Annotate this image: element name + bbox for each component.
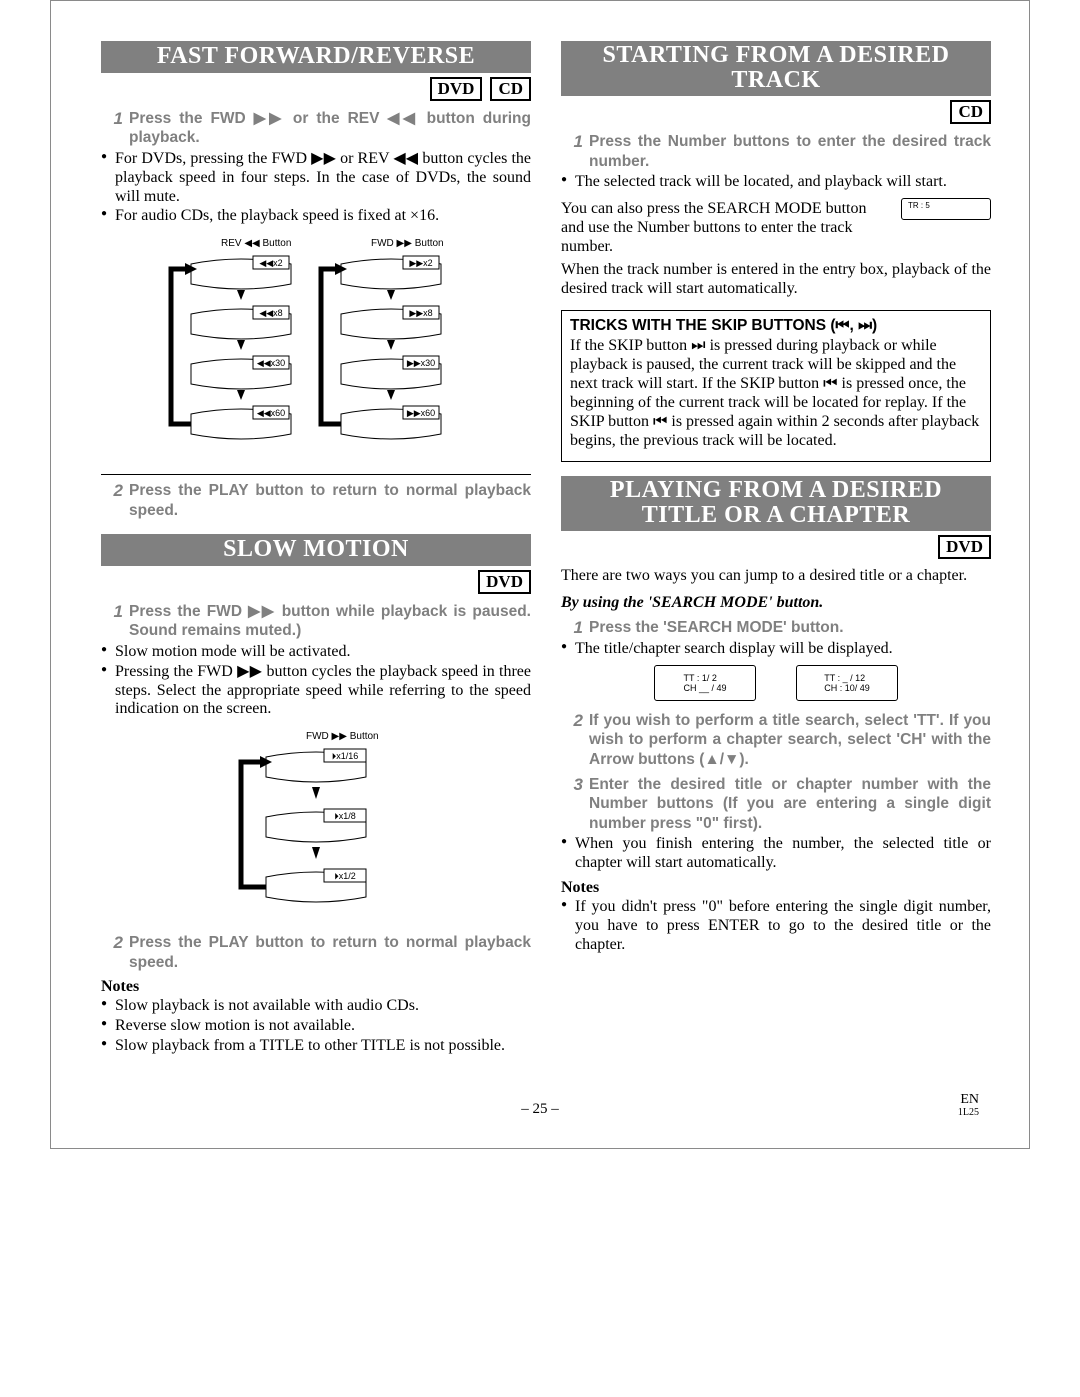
track-display: TR : 5 xyxy=(901,198,991,220)
step-1: 1 Press the 'SEARCH MODE' button. xyxy=(561,618,991,638)
notes-list: Slow playback is not available with audi… xyxy=(101,997,531,1056)
step-instruction: If you wish to perform a title search, s… xyxy=(589,711,991,769)
step-1: 1 Press the FWD ▶▶ button while playback… xyxy=(101,602,531,641)
speed-cycle-diagram: REV ◀◀ Button FWD ▶▶ Button ◀◀x2 ◀◀x8 xyxy=(151,234,481,464)
svg-text:▶▶x8: ▶▶x8 xyxy=(409,308,432,318)
badge-dvd: DVD xyxy=(478,570,531,594)
disc-badges: DVD CD xyxy=(101,77,531,101)
bullet-list: When you finish entering the number, the… xyxy=(561,835,991,873)
badge-dvd: DVD xyxy=(430,77,483,101)
step-2: 2 Press the PLAY button to return to nor… xyxy=(101,933,531,972)
badge-cd: CD xyxy=(490,77,531,101)
note-item: If you didn't press "0" before entering … xyxy=(561,898,991,955)
step-instruction: Press the Number buttons to enter the de… xyxy=(589,132,991,171)
bullet-item: Pressing the FWD ▶▶ button cycles the pl… xyxy=(101,663,531,720)
svg-text:▶▶x2: ▶▶x2 xyxy=(409,258,432,268)
search-displays: TT : 1/ 2 CH __ / 49 TT : _ / 12 CH : 10… xyxy=(561,665,991,701)
svg-text:◀◀x2: ◀◀x2 xyxy=(259,258,282,268)
step-number: 1 xyxy=(561,618,589,638)
notes-list: If you didn't press "0" before entering … xyxy=(561,898,991,955)
notes-heading: Notes xyxy=(101,978,531,996)
badge-cd: CD xyxy=(950,100,991,124)
badge-dvd: DVD xyxy=(938,535,991,559)
section-title-desired-title: PLAYING FROM A DESIRED TITLE OR A CHAPTE… xyxy=(561,476,991,531)
svg-text:◀◀x30: ◀◀x30 xyxy=(257,358,285,368)
step-number: 2 xyxy=(561,711,589,769)
svg-text:FWD ▶▶ Button: FWD ▶▶ Button xyxy=(371,238,444,249)
svg-text:REV ◀◀ Button: REV ◀◀ Button xyxy=(221,238,291,249)
bullet-list: For DVDs, pressing the FWD ▶▶ or REV ◀◀ … xyxy=(101,150,531,227)
section-title-fast-forward: FAST FORWARD/REVERSE xyxy=(101,41,531,73)
note-item: Slow playback from a TITLE to other TITL… xyxy=(101,1037,531,1056)
step-instruction: Press the PLAY button to return to norma… xyxy=(129,481,531,520)
step-2: 2 Press the PLAY button to return to nor… xyxy=(101,481,531,520)
notes-heading: Notes xyxy=(561,879,991,897)
section-title-desired-track: STARTING FROM A DESIRED TRACK xyxy=(561,41,991,96)
svg-text:▶▶x30: ▶▶x30 xyxy=(407,358,435,368)
svg-text:⏵x1/2: ⏵x1/2 xyxy=(334,871,356,881)
step-3: 3 Enter the desired title or chapter num… xyxy=(561,775,991,833)
bullet-item: The title/chapter search display will be… xyxy=(561,640,991,659)
step-2: 2 If you wish to perform a title search,… xyxy=(561,711,991,769)
disc-badges: DVD xyxy=(101,570,531,594)
bullet-list: The selected track will be located, and … xyxy=(561,173,991,192)
disc-badges: CD xyxy=(561,100,991,124)
slow-motion-diagram: FWD ▶▶ Button ⏵x1/16 ⏵x1/8 ⏵x1/2 xyxy=(216,727,416,927)
paragraph: There are two ways you can jump to a des… xyxy=(561,567,991,586)
manual-page: FAST FORWARD/REVERSE DVD CD 1 Press the … xyxy=(50,0,1030,1149)
bullet-item: The selected track will be located, and … xyxy=(561,173,991,192)
svg-text:◀◀x60: ◀◀x60 xyxy=(257,408,285,418)
title-line: STARTING FROM A DESIRED xyxy=(561,43,991,68)
footer-code: 1L25 xyxy=(859,1107,979,1118)
left-column: FAST FORWARD/REVERSE DVD CD 1 Press the … xyxy=(101,41,531,1062)
right-column: STARTING FROM A DESIRED TRACK CD 1 Press… xyxy=(561,41,991,1062)
title-line: PLAYING FROM A DESIRED xyxy=(561,478,991,503)
two-column-layout: FAST FORWARD/REVERSE DVD CD 1 Press the … xyxy=(101,41,979,1062)
bullet-item: For audio CDs, the playback speed is fix… xyxy=(101,207,531,226)
paragraph: When the track number is entered in the … xyxy=(561,261,991,299)
step-instruction: Press the FWD ▶▶ button while playback i… xyxy=(129,602,531,641)
disc-badges: DVD xyxy=(561,535,991,559)
tricks-body: If the SKIP button ⏭ is pressed during p… xyxy=(570,337,982,450)
footer-lang: EN xyxy=(859,1092,979,1107)
step-instruction: Press the 'SEARCH MODE' button. xyxy=(589,618,991,638)
step-1: 1 Press the Number buttons to enter the … xyxy=(561,132,991,171)
svg-text:▶▶x60: ▶▶x60 xyxy=(407,408,435,418)
page-footer: – 25 – EN 1L25 xyxy=(101,1092,979,1118)
svg-text:⏵x1/16: ⏵x1/16 xyxy=(332,751,359,761)
title-line: TITLE OR A CHAPTER xyxy=(561,503,991,528)
step-1: 1 Press the FWD ▶▶ or the REV ◀◀ button … xyxy=(101,109,531,148)
note-item: Reverse slow motion is not available. xyxy=(101,1017,531,1036)
subheading: By using the 'SEARCH MODE' button. xyxy=(561,594,991,612)
search-display-2: TT : _ / 12 CH : 10/ 49 xyxy=(796,665,898,701)
section-title-slow-motion: SLOW MOTION xyxy=(101,534,531,566)
bullet-item: Slow motion mode will be activated. xyxy=(101,643,531,662)
title-line: TRACK xyxy=(561,68,991,93)
step-instruction: Enter the desired title or chapter numbe… xyxy=(589,775,991,833)
divider xyxy=(101,474,531,475)
svg-text:◀◀x8: ◀◀x8 xyxy=(259,308,282,318)
search-display-1: TT : 1/ 2 CH __ / 49 xyxy=(654,665,756,701)
step-number: 1 xyxy=(101,109,129,148)
page-number: – 25 – xyxy=(221,1101,859,1118)
tricks-box: TRICKS WITH THE SKIP BUTTONS (⏮, ⏭) If t… xyxy=(561,310,991,461)
step-instruction: Press the FWD ▶▶ or the REV ◀◀ button du… xyxy=(129,109,531,148)
step-number: 3 xyxy=(561,775,589,833)
step-number: 1 xyxy=(101,602,129,641)
svg-text:⏵x1/8: ⏵x1/8 xyxy=(334,811,356,821)
svg-text:FWD ▶▶ Button: FWD ▶▶ Button xyxy=(306,731,379,742)
step-number: 2 xyxy=(101,481,129,520)
bullet-item: For DVDs, pressing the FWD ▶▶ or REV ◀◀ … xyxy=(101,150,531,207)
tricks-title: TRICKS WITH THE SKIP BUTTONS (⏮, ⏭) xyxy=(570,317,982,335)
bullet-list: Slow motion mode will be activated. Pres… xyxy=(101,643,531,720)
bullet-list: The title/chapter search display will be… xyxy=(561,640,991,659)
bullet-item: When you finish entering the number, the… xyxy=(561,835,991,873)
step-number: 2 xyxy=(101,933,129,972)
step-number: 1 xyxy=(561,132,589,171)
note-item: Slow playback is not available with audi… xyxy=(101,997,531,1016)
step-instruction: Press the PLAY button to return to norma… xyxy=(129,933,531,972)
